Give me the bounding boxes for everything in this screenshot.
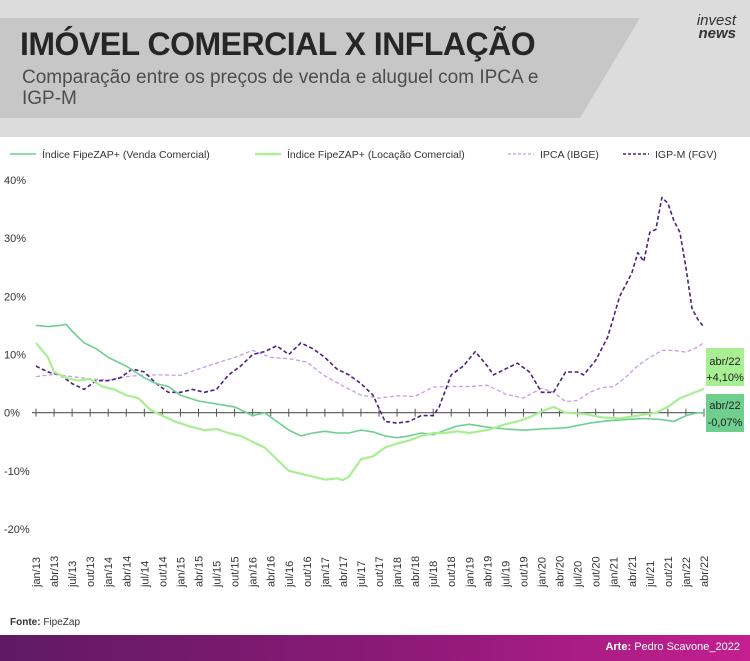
x-tick-label: jul/13 bbox=[67, 561, 79, 588]
venda-annotation-box bbox=[706, 394, 744, 432]
locacao-annotation-value: +4,10% bbox=[706, 372, 744, 384]
x-tick-label: out/21 bbox=[663, 556, 675, 587]
x-tick-label: jan/17 bbox=[320, 557, 332, 588]
y-tick-label: -10% bbox=[4, 466, 30, 478]
series-line-2 bbox=[35, 341, 705, 403]
x-tick-label: jan/16 bbox=[248, 557, 260, 588]
venda-annotation-date: abr/22 bbox=[709, 400, 740, 412]
x-tick-label: jul/19 bbox=[500, 561, 512, 588]
y-tick-label: 10% bbox=[4, 350, 26, 362]
art-label: Arte: bbox=[605, 641, 632, 653]
x-tick-label: out/14 bbox=[157, 556, 169, 587]
source-label: Fonte: bbox=[10, 617, 41, 628]
x-tick-label: out/19 bbox=[518, 556, 530, 587]
x-tick-label: out/17 bbox=[374, 556, 386, 587]
x-tick-label: jul/21 bbox=[645, 561, 657, 588]
x-tick-label: abr/17 bbox=[338, 556, 350, 587]
source-value: FipeZap bbox=[43, 617, 81, 628]
x-tick-label: abr/22 bbox=[699, 556, 711, 587]
y-tick-label: -20% bbox=[4, 524, 30, 536]
x-tick-label: jan/18 bbox=[392, 557, 404, 588]
series-line-0 bbox=[35, 323, 705, 439]
legend-label-3: IGP-M (FGV) bbox=[655, 149, 717, 161]
line-chart: Índice FipeZAP+ (Venda Comercial) Índice … bbox=[4, 148, 744, 588]
art-value: Pedro Scavone_2022 bbox=[634, 641, 740, 653]
x-tick-label: jan/14 bbox=[103, 557, 115, 588]
y-tick-label: 40% bbox=[4, 175, 26, 187]
x-tick-label: abr/16 bbox=[266, 556, 278, 587]
end-annotations: abr/22 +4,10% abr/22 -0,07% bbox=[706, 348, 744, 432]
x-tick-label: abr/15 bbox=[193, 556, 205, 587]
legend-label-1: Índice FipeZAP+ (Locação Comercial) bbox=[287, 148, 465, 161]
x-tick-label: out/16 bbox=[302, 556, 314, 587]
investnews-logo: invest news bbox=[676, 12, 736, 42]
chart-legend: Índice FipeZAP+ (Venda Comercial) Índice … bbox=[10, 148, 717, 161]
header-banner-shape bbox=[0, 18, 640, 118]
x-tick-label: abr/13 bbox=[49, 556, 61, 587]
x-tick-label: jul/18 bbox=[428, 561, 440, 588]
series-line-3 bbox=[35, 196, 705, 424]
x-tick-label: out/13 bbox=[85, 556, 97, 587]
locacao-annotation-date: abr/22 bbox=[709, 356, 740, 368]
x-tick-label: jul/17 bbox=[356, 561, 368, 588]
x-tick-label: jan/22 bbox=[681, 557, 693, 588]
x-tick-label: out/15 bbox=[230, 556, 242, 587]
source-credit: Fonte: FipeZap bbox=[10, 617, 80, 628]
y-tick-label: 20% bbox=[4, 291, 26, 303]
series-line-1 bbox=[35, 342, 705, 482]
x-tick-label: out/20 bbox=[591, 556, 603, 587]
zero-axis bbox=[32, 408, 705, 417]
x-tick-label: abr/18 bbox=[410, 556, 422, 587]
x-axis: jan/13 abr/13 jul/13 out/13 jan/14 abr/14 jul/… bbox=[31, 556, 711, 588]
x-tick-label: jan/21 bbox=[609, 557, 621, 588]
x-tick-label: jul/15 bbox=[212, 561, 224, 588]
locacao-annotation-box bbox=[706, 348, 744, 386]
art-credit: Arte: Pedro Scavone_2022 bbox=[605, 641, 740, 653]
legend-label-0: Índice FipeZAP+ (Venda Comercial) bbox=[42, 148, 210, 161]
x-tick-label: out/18 bbox=[446, 556, 458, 587]
header: IMÓVEL COMERCIAL X INFLAÇÃO Comparação e… bbox=[0, 0, 750, 137]
y-tick-label: 0% bbox=[4, 408, 20, 420]
logo-line-1: invest bbox=[696, 12, 736, 29]
venda-annotation-value: -0,07% bbox=[708, 417, 743, 429]
footer-bar: Arte: Pedro Scavone_2022 bbox=[0, 635, 750, 661]
x-tick-label: jan/20 bbox=[537, 557, 549, 588]
x-tick-label: jul/20 bbox=[573, 561, 585, 588]
x-tick-label: jul/14 bbox=[139, 561, 151, 588]
y-axis: 40% 30% 20% 10% 0% -10% -20% bbox=[4, 175, 30, 536]
x-tick-label: jan/19 bbox=[464, 557, 476, 588]
chart-series bbox=[35, 196, 705, 482]
legend-label-2: IPCA (IBGE) bbox=[540, 149, 599, 161]
page-title: IMÓVEL COMERCIAL X INFLAÇÃO bbox=[20, 26, 536, 62]
x-tick-label: jan/13 bbox=[31, 557, 43, 588]
x-tick-label: abr/21 bbox=[627, 556, 639, 587]
x-tick-label: jul/16 bbox=[284, 561, 296, 588]
x-tick-label: jan/15 bbox=[175, 557, 187, 588]
y-tick-label: 30% bbox=[4, 233, 26, 245]
x-tick-label: abr/19 bbox=[482, 556, 494, 587]
x-tick-label: abr/14 bbox=[121, 556, 133, 587]
page-subtitle: Comparação entre os preços de venda e al… bbox=[22, 67, 539, 109]
logo-line-2: news bbox=[698, 25, 736, 42]
x-tick-label: abr/20 bbox=[555, 556, 567, 587]
